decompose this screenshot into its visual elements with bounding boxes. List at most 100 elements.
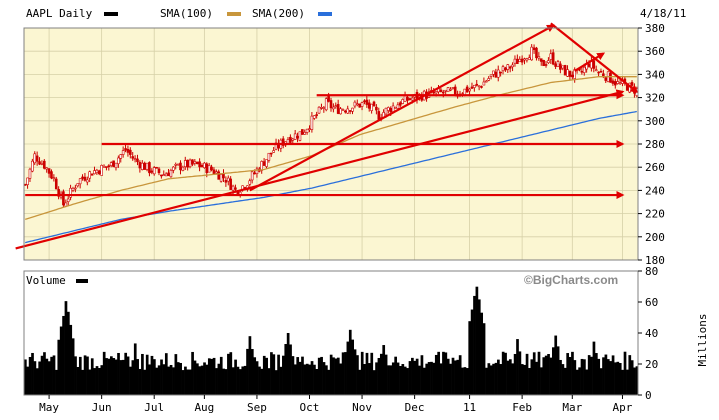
month-tick-label: Nov (352, 401, 372, 414)
volume-bar (76, 366, 80, 395)
volume-bar (508, 359, 512, 395)
volume-bar (174, 354, 178, 395)
month-axis-ticks: May Jun Jul Aug Sep Oct Nov Dec 11 Feb Mar Apr (39, 395, 633, 414)
price-candle-body (255, 168, 259, 174)
price-candle-body (112, 160, 115, 168)
price-candle-body (365, 99, 369, 105)
price-candle-body (594, 69, 598, 72)
volume-bar (597, 358, 601, 395)
price-candle-body (518, 59, 522, 62)
price-candle-body (136, 158, 139, 163)
volume-bar (260, 368, 264, 395)
price-candle-body (109, 162, 113, 166)
volume-bar (556, 346, 560, 395)
price-candle-body (265, 159, 268, 167)
volume-bar (236, 366, 240, 395)
volume-bar (112, 358, 116, 395)
price-candle-body (473, 84, 476, 88)
volume-bar (83, 355, 87, 395)
volume-bar (110, 356, 113, 395)
price-candle-body (86, 179, 89, 183)
price-candle-body (544, 64, 548, 66)
price-candle-body (200, 164, 204, 168)
price-candle-body (451, 87, 455, 89)
volume-bar (222, 368, 225, 395)
price-candle-body (525, 58, 529, 61)
volume-bar (329, 354, 333, 395)
price-candle-body (207, 165, 211, 173)
volume-bar (614, 362, 617, 395)
volume-bar (609, 361, 613, 395)
price-candle-body (272, 150, 275, 153)
price-candle-body (520, 58, 524, 63)
month-tick-label: Apr (613, 401, 633, 414)
volume-bar (456, 359, 460, 395)
price-candle-body (439, 89, 443, 92)
falling-trend-line (550, 22, 639, 94)
price-candle-body (532, 47, 536, 50)
volume-bar (604, 354, 608, 395)
price-tick-label: 200 (645, 231, 665, 244)
volume-bar (33, 361, 37, 395)
price-candle-body (320, 107, 323, 109)
price-candle-body (561, 65, 565, 69)
volume-bar (90, 358, 94, 395)
volume-bar (501, 351, 505, 395)
price-candle-body (250, 171, 254, 181)
volume-bar (88, 369, 92, 395)
volume-bar (425, 363, 429, 395)
price-candle-body (559, 63, 562, 70)
price-candle-body (74, 187, 77, 190)
volume-bar (334, 358, 338, 395)
volume-bar (305, 363, 309, 395)
volume-bar (98, 367, 101, 395)
volume-bar (124, 352, 128, 395)
volume-bar (141, 353, 144, 395)
volume-bar (356, 355, 359, 395)
volume-bar (102, 351, 106, 395)
volume-axis-ticks: 0 20 40 60 80 (638, 265, 658, 402)
price-candle-body (568, 70, 572, 77)
volume-bar (35, 368, 39, 395)
volume-bar (566, 353, 570, 395)
volume-bar (69, 324, 73, 395)
price-candle-body (480, 86, 483, 88)
price-candle-body (172, 166, 175, 171)
volume-bar (363, 364, 366, 395)
volume-bar (578, 367, 581, 395)
price-candle-body (28, 168, 32, 179)
price-candle-body (542, 59, 545, 67)
price-candle-body (143, 162, 146, 170)
volume-bar (315, 369, 319, 395)
volume-bar (270, 352, 273, 395)
price-candle-body (363, 100, 366, 103)
volume-bar (602, 357, 605, 395)
volume-bar (408, 361, 412, 395)
price-candle-body (164, 173, 168, 177)
volume-bar (188, 369, 192, 395)
volume-bar (234, 359, 237, 395)
price-candle-body (377, 111, 381, 120)
volume-bar (535, 361, 538, 395)
volume-bar (353, 349, 357, 395)
price-candle-body (150, 170, 154, 173)
price-candle-body (66, 198, 70, 202)
price-candle-body (234, 187, 237, 190)
price-tick-label: 280 (645, 138, 665, 151)
price-candle-body (69, 187, 72, 198)
volume-bar (630, 360, 634, 395)
price-candle-body (547, 60, 550, 64)
price-candle-body (114, 162, 118, 168)
price-candle-body (391, 105, 395, 113)
price-candle-body (269, 152, 273, 155)
volume-bar (212, 357, 216, 395)
volume-bar (186, 369, 190, 395)
volume-bar (551, 347, 555, 395)
price-candle-body (262, 161, 266, 166)
price-candle-body (609, 72, 612, 83)
volume-bar (246, 348, 249, 395)
volume-bar (279, 366, 283, 395)
volume-bar (243, 365, 247, 395)
volume-bar (463, 367, 467, 395)
